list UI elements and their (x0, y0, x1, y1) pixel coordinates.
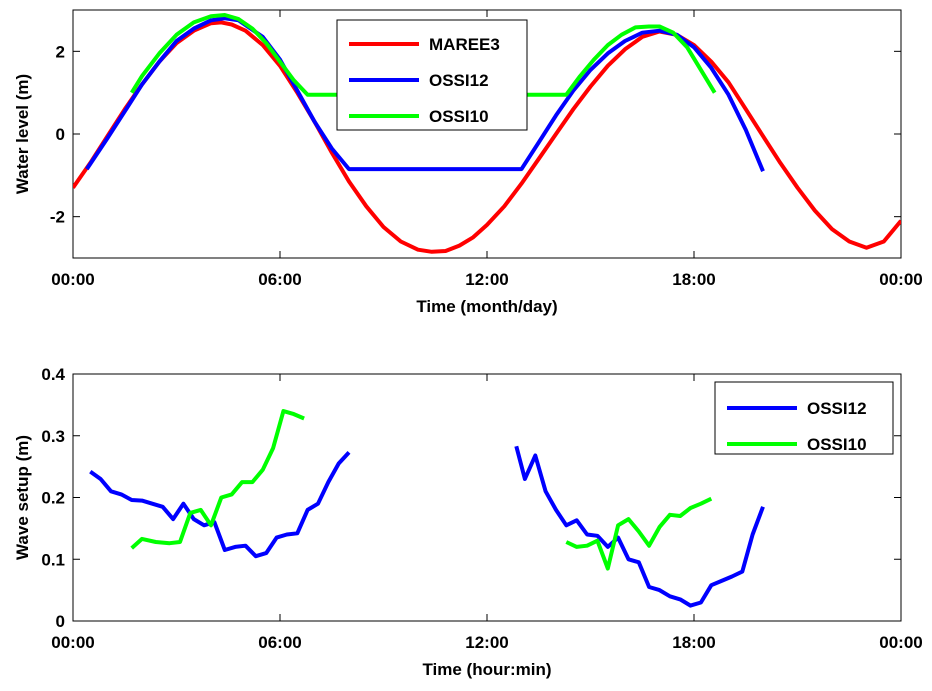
y-tick-label: 0.4 (41, 365, 65, 384)
series-line-ossi12 (514, 445, 765, 608)
y-tick-label: 0.1 (41, 550, 65, 569)
series-group (89, 409, 765, 608)
x-tick-label: 06:00 (258, 633, 301, 652)
legend-label-ossi10: OSSI10 (429, 107, 489, 126)
y-axis-label: Wave setup (m) (13, 435, 32, 560)
y-tick-label: 0 (56, 612, 65, 631)
legend-box (336, 19, 528, 131)
x-tick-label: 12:00 (465, 633, 508, 652)
x-tick-label: 18:00 (672, 633, 715, 652)
legend-label-maree3: MAREE3 (429, 35, 500, 54)
x-tick-label: 00:00 (51, 270, 94, 289)
series-line-ossi10 (565, 496, 713, 571)
chart-1: 00:00 06:00 12:00 18:00 00:00 -2 0 2 Time (month… (13, 9, 923, 316)
legend-label-ossi12: OSSI12 (807, 399, 867, 418)
y-tick-label: 0.2 (41, 489, 65, 508)
x-tick-label: 00:00 (51, 633, 94, 652)
x-tick-label: 18:00 (672, 270, 715, 289)
y-axis-label: Water level (m) (13, 74, 32, 194)
series-line-ossi10 (130, 409, 305, 550)
series-line-ossi12 (89, 451, 351, 559)
series-line-ossi10 (130, 13, 717, 97)
x-tick-label: 12:00 (465, 270, 508, 289)
x-axis-label: Time (hour:min) (422, 660, 551, 679)
legend: OSSI12 OSSI10 (714, 381, 894, 455)
legend: MAREE3 OSSI12 OSSI10 (336, 19, 528, 131)
legend-label-ossi12: OSSI12 (429, 71, 489, 90)
x-tick-label: 06:00 (258, 270, 301, 289)
x-tick-label: 00:00 (879, 270, 922, 289)
y-tick-label: 0 (56, 125, 65, 144)
chart-2: 00:00 06:00 12:00 18:00 00:00 0 0.1 0.2 0.3 0.4 Ti… (13, 365, 923, 679)
y-tick-label: 2 (56, 42, 65, 61)
y-tick-label: -2 (50, 208, 65, 227)
y-tick-label: 0.3 (41, 427, 65, 446)
series-group (73, 13, 901, 254)
x-axis-label: Time (month/day) (416, 297, 557, 316)
legend-label-ossi10: OSSI10 (807, 435, 867, 454)
x-tick-label: 00:00 (879, 633, 922, 652)
series-line-maree3 (73, 20, 901, 254)
